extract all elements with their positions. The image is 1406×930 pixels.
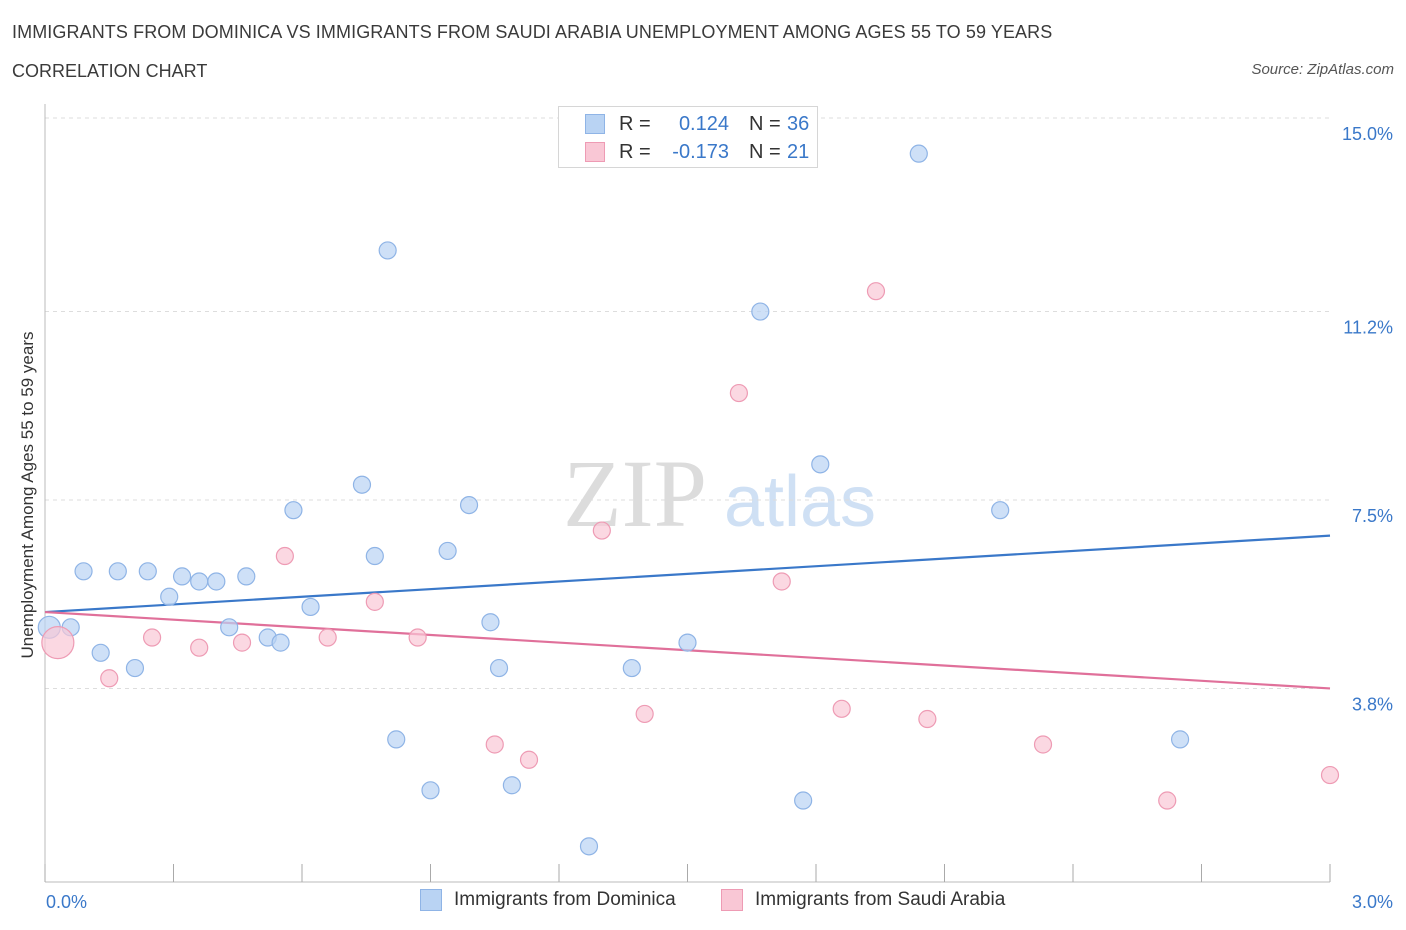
data-points: [37, 144, 1340, 856]
y-tick-label: 11.2%: [1343, 318, 1393, 338]
point-dominica: [220, 618, 239, 637]
point-dominica: [387, 730, 406, 749]
legend-swatch-blue: [585, 114, 605, 134]
point-saudi-arabia: [832, 699, 851, 718]
point-saudi-arabia: [190, 638, 209, 657]
point-saudi-arabia: [866, 282, 886, 301]
point-dominica: [125, 658, 145, 678]
bottom-legend-swatch-blue: [420, 889, 442, 911]
legend-n-label: N =: [749, 112, 781, 135]
point-dominica: [160, 587, 179, 606]
y-tick-label: 15.0%: [1342, 124, 1393, 144]
source-label: Source: ZipAtlas.com: [1251, 61, 1394, 78]
legend-r-label: R =: [619, 140, 651, 163]
point-saudi-arabia: [100, 669, 119, 688]
bottom-legend-dominica: Immigrants from Dominica: [420, 889, 676, 911]
legend-n-value: 36: [787, 112, 810, 135]
point-saudi-arabia: [519, 750, 539, 769]
point-saudi-arabia: [485, 735, 504, 754]
point-dominica: [909, 144, 928, 163]
trend-line-dominica: [44, 534, 1331, 614]
y-tick-label: 3.8%: [1352, 694, 1393, 714]
point-dominica: [284, 501, 303, 520]
point-dominica: [622, 658, 641, 678]
x-tick-label: 3.0%: [1352, 892, 1393, 912]
point-dominica: [352, 475, 372, 494]
bottom-legend-label: Immigrants from Saudi Arabia: [755, 889, 1006, 910]
chart-subtitle: CORRELATION CHART: [12, 61, 208, 81]
point-dominica: [438, 541, 457, 561]
legend-row-saudi-arabia: R = -0.173 N = 21: [585, 140, 817, 164]
point-dominica: [74, 562, 93, 581]
point-saudi-arabia: [772, 572, 791, 591]
point-saudi-arabia: [365, 592, 384, 611]
stats-legend: R = 0.124 N = 36 R = -0.173 N = 21: [558, 106, 818, 168]
point-dominica: [172, 567, 192, 586]
point-dominica: [459, 495, 479, 515]
point-dominica: [811, 455, 830, 474]
legend-row-dominica: R = 0.124 N = 36: [585, 112, 817, 136]
point-saudi-arabia: [635, 704, 654, 724]
bottom-legend-saudi-arabia: Immigrants from Saudi Arabia: [721, 889, 1005, 911]
x-tick-label: 0.0%: [46, 892, 87, 912]
point-dominica: [271, 633, 290, 652]
point-saudi-arabia: [592, 521, 611, 540]
point-saudi-arabia: [1158, 791, 1177, 810]
legend-r-value: 0.124: [678, 112, 729, 135]
point-saudi-arabia: [408, 628, 427, 647]
point-dominica: [301, 597, 320, 617]
point-dominica: [991, 501, 1010, 520]
legend-n-label: N =: [749, 140, 781, 163]
y-tick-label: 7.5%: [1352, 506, 1393, 526]
zipatlas-watermark: ZIP atlas: [563, 440, 876, 547]
point-dominica: [579, 837, 599, 856]
y-axis-label: Unemployment Among Ages 55 to 59 years: [18, 331, 37, 659]
point-saudi-arabia: [318, 628, 337, 647]
point-saudi-arabia: [41, 626, 75, 660]
point-dominica: [481, 613, 500, 632]
trend-lines: [44, 534, 1331, 690]
point-saudi-arabia: [232, 633, 252, 652]
point-dominica: [421, 781, 440, 800]
point-saudi-arabia: [1320, 765, 1340, 785]
point-dominica: [108, 562, 127, 581]
point-dominica: [365, 546, 384, 566]
bottom-legend-label: Immigrants from Dominica: [454, 889, 676, 910]
watermark-atlas: atlas: [724, 462, 876, 542]
grid-lines: [45, 117, 1330, 689]
point-saudi-arabia: [1033, 735, 1053, 754]
point-dominica: [502, 776, 521, 795]
point-dominica: [378, 241, 397, 260]
point-saudi-arabia: [142, 628, 162, 647]
point-dominica: [1170, 730, 1190, 749]
point-dominica: [138, 562, 157, 581]
tick-labels: 15.0% 11.2% 7.5% 3.8% 0.0% 3.0%: [46, 124, 1393, 912]
point-dominica: [190, 572, 209, 591]
axes: [44, 104, 1331, 883]
legend-r-label: R =: [619, 112, 651, 135]
watermark-zip: ZIP: [563, 440, 707, 547]
chart-title: IMMIGRANTS FROM DOMINICA VS IMMIGRANTS F…: [12, 22, 1053, 42]
point-saudi-arabia: [729, 383, 749, 403]
point-dominica: [751, 302, 770, 321]
point-dominica: [237, 567, 256, 586]
legend-swatch-pink: [585, 142, 605, 162]
point-dominica: [678, 633, 697, 652]
legend-r-value: -0.173: [672, 140, 729, 163]
point-saudi-arabia: [918, 709, 937, 729]
point-dominica: [794, 791, 813, 810]
point-dominica: [207, 572, 226, 591]
legend-n-value: 21: [787, 140, 810, 163]
point-dominica: [91, 643, 110, 662]
bottom-legend-swatch-pink: [721, 889, 743, 911]
point-saudi-arabia: [275, 546, 294, 566]
point-dominica: [489, 658, 509, 678]
